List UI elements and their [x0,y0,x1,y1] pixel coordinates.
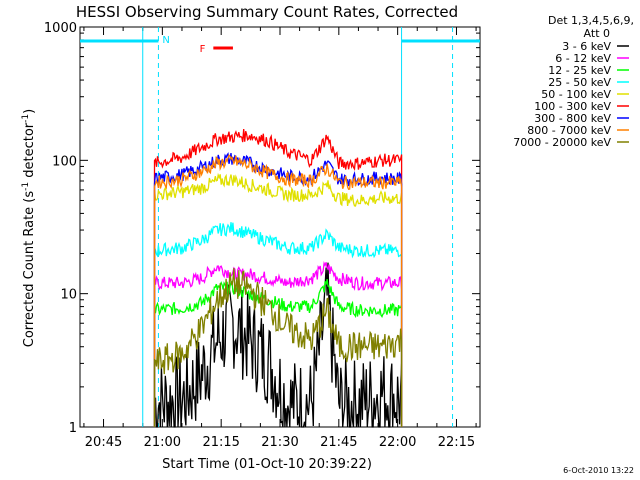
series-line-2 [153,278,403,427]
x-tick-label-6: 22:15 [438,435,475,450]
legend-label-5: 100 - 300 keV [534,100,611,113]
series-line-3 [153,222,403,427]
x-tick-label-5: 22:00 [379,435,416,450]
y-axis-label: Corrected Count Rate (s-1 detector-1) [21,109,37,347]
legend-label-7: 800 - 7000 keV [527,124,611,137]
y-axis-ticks: 1 10 100 1000 [44,21,480,436]
y-tick-label-3: 1000 [44,21,77,36]
legend-label-6: 300 - 800 keV [534,112,611,125]
y-tick-label-0: 1 [69,421,77,436]
series-line-7 [153,153,403,427]
series-line-1 [153,261,403,427]
series-line-5 [153,128,403,427]
legend-label-4: 50 - 100 keV [541,88,611,101]
legend-label-1: 6 - 12 keV [555,52,611,65]
y-axis-label-part1: Corrected Count Rate (s [22,191,37,348]
legend-header-line-1: Det 1,3,4,5,6,9, [548,14,634,27]
x-tick-label-0: 20:45 [85,435,122,450]
x-axis-ticks: 20:45 21:00 21:15 21:30 21:45 22:00 22:15 [83,27,477,450]
x-tick-label-3: 21:30 [261,435,298,450]
flare-marker-label: F [200,44,206,55]
x-axis-label: Start Time (01-Oct-10 20:39:22) [162,457,372,472]
y-tick-label-2: 100 [52,154,77,169]
timestamp: 6-Oct-2010 13:22 [563,466,634,475]
chart-title: HESSI Observing Summary Count Rates, Cor… [76,3,458,21]
series-line-0 [153,262,403,428]
legend-label-2: 12 - 25 keV [548,64,611,77]
x-tick-label-1: 21:00 [144,435,181,450]
y-axis-label-sup1: -1 [21,182,31,191]
series-line-4 [153,172,403,427]
x-tick-label-4: 21:45 [320,435,357,450]
legend-label-8: 7000 - 20000 keV [513,136,611,149]
y-axis-label-part2: detector [22,122,37,182]
x-tick-label-2: 21:15 [202,435,239,450]
series-line-8 [153,268,403,427]
series-layer [153,128,403,428]
y-tick-label-1: 10 [60,288,77,303]
y-axis-label-part3: ) [22,109,37,114]
night-marker-label: N [162,35,169,46]
legend-label-0: 3 - 6 keV [562,40,611,53]
legend-label-3: 25 - 50 keV [548,76,611,89]
y-axis-label-sup2: -1 [21,114,31,123]
legend-header-line-2: Att 0 [584,27,610,40]
